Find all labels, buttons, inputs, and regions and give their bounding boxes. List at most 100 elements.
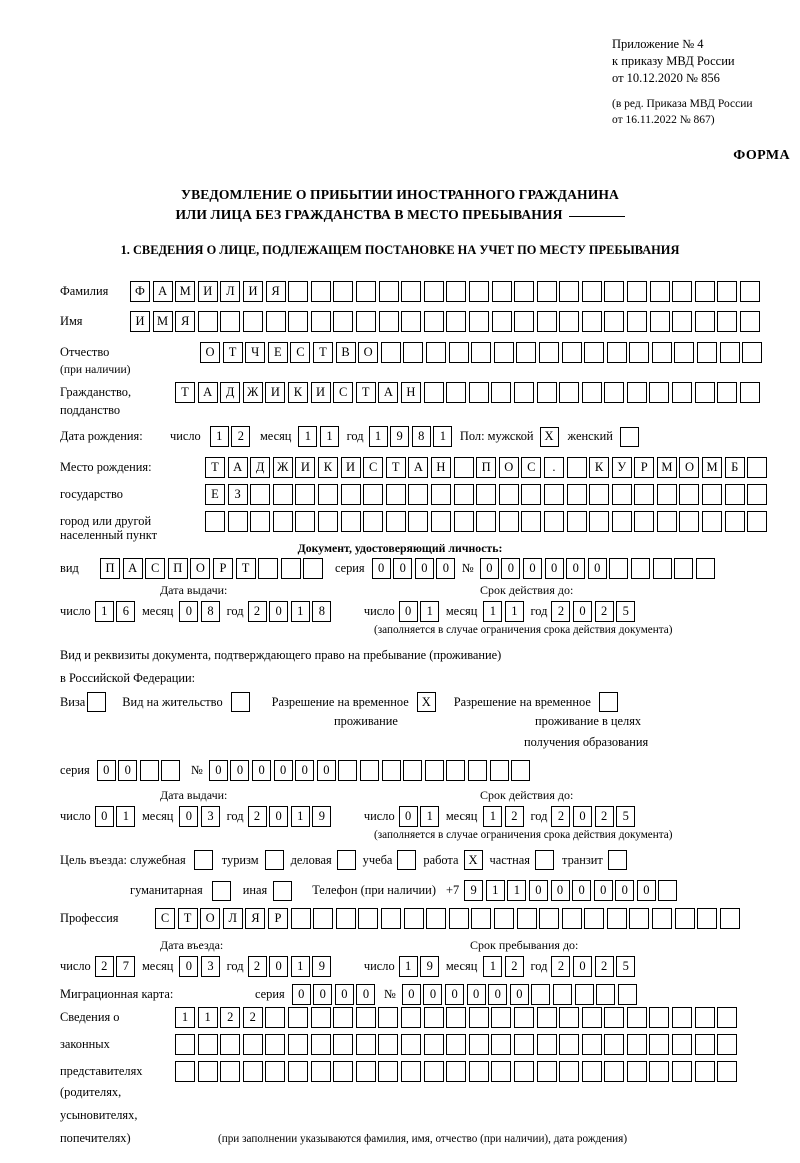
char-box[interactable] — [423, 281, 444, 302]
char-box[interactable] — [516, 342, 537, 363]
char-box[interactable]: 1 — [483, 806, 503, 827]
char-box[interactable]: 1 — [197, 1007, 218, 1028]
char-box[interactable]: 2 — [247, 806, 267, 827]
char-box[interactable]: 2 — [247, 956, 267, 977]
char-box[interactable] — [604, 1061, 625, 1082]
char-box[interactable] — [513, 1061, 534, 1082]
char-box[interactable] — [538, 342, 559, 363]
char-box[interactable]: 2 — [594, 806, 614, 827]
char-box[interactable]: 0 — [566, 558, 586, 579]
char-box[interactable] — [197, 1034, 218, 1055]
char-box[interactable]: 0 — [401, 984, 421, 1005]
char-box[interactable]: М — [152, 311, 173, 332]
char-box[interactable]: М — [702, 457, 723, 478]
char-box[interactable] — [717, 1034, 738, 1055]
char-box[interactable]: П — [167, 558, 188, 579]
char-box[interactable]: Н — [430, 457, 451, 478]
char-box[interactable] — [717, 1007, 738, 1028]
char-box[interactable]: Р — [212, 558, 233, 579]
char-box[interactable] — [446, 760, 466, 781]
char-box[interactable] — [694, 1061, 715, 1082]
char-box[interactable]: 3 — [201, 806, 221, 827]
char-box[interactable] — [446, 382, 467, 403]
char-box[interactable] — [290, 908, 311, 929]
char-box[interactable] — [724, 511, 745, 532]
char-box[interactable]: . — [543, 457, 564, 478]
char-box[interactable] — [694, 311, 715, 332]
char-box[interactable] — [272, 511, 293, 532]
char-box[interactable]: С — [363, 457, 384, 478]
char-box[interactable] — [658, 880, 678, 901]
char-box[interactable]: 0 — [208, 760, 228, 781]
char-box[interactable]: 0 — [295, 760, 315, 781]
char-box[interactable] — [468, 311, 489, 332]
char-box[interactable]: 0 — [398, 601, 418, 622]
char-box[interactable] — [287, 1061, 308, 1082]
char-box[interactable]: 0 — [334, 984, 354, 1005]
char-box[interactable] — [611, 484, 632, 505]
char-box[interactable] — [491, 1034, 512, 1055]
char-box[interactable] — [584, 908, 605, 929]
char-box[interactable] — [423, 382, 444, 403]
char-box[interactable]: 2 — [242, 1007, 263, 1028]
char-box[interactable]: З — [227, 484, 248, 505]
char-box[interactable]: Т — [205, 457, 225, 478]
char-box[interactable]: 1 — [368, 426, 388, 447]
char-box[interactable] — [598, 692, 618, 712]
char-box[interactable]: К — [589, 457, 610, 478]
char-box[interactable]: 8 — [312, 601, 332, 622]
char-box[interactable] — [363, 484, 384, 505]
char-box[interactable] — [649, 1061, 670, 1082]
char-box[interactable]: 0 — [544, 558, 564, 579]
char-box[interactable] — [476, 484, 497, 505]
char-box[interactable]: 5 — [616, 956, 636, 977]
char-box[interactable] — [694, 281, 715, 302]
char-box[interactable] — [468, 1007, 489, 1028]
char-box[interactable] — [626, 1061, 647, 1082]
char-box[interactable] — [536, 1034, 557, 1055]
char-box[interactable]: 1 — [420, 601, 440, 622]
char-box[interactable] — [531, 984, 551, 1005]
char-box[interactable] — [609, 558, 629, 579]
char-box[interactable] — [265, 311, 286, 332]
char-box[interactable] — [468, 1061, 489, 1082]
char-box[interactable]: А — [197, 382, 218, 403]
char-box[interactable] — [220, 1061, 241, 1082]
char-box[interactable] — [511, 760, 531, 781]
char-box[interactable] — [694, 382, 715, 403]
char-box[interactable] — [288, 281, 309, 302]
char-box[interactable] — [448, 908, 469, 929]
char-box[interactable]: 0 — [230, 760, 250, 781]
char-box[interactable]: 9 — [420, 956, 440, 977]
char-box[interactable] — [403, 760, 423, 781]
char-box[interactable] — [626, 1007, 647, 1028]
char-box[interactable] — [280, 558, 301, 579]
char-box[interactable] — [724, 484, 745, 505]
char-box[interactable]: 0 — [573, 806, 593, 827]
char-box[interactable] — [489, 760, 509, 781]
char-box[interactable]: 1 — [433, 426, 453, 447]
char-box[interactable] — [672, 1061, 693, 1082]
char-box[interactable] — [476, 511, 497, 532]
char-box[interactable] — [87, 692, 107, 712]
char-box[interactable] — [471, 342, 492, 363]
char-box[interactable] — [333, 1034, 354, 1055]
char-box[interactable] — [264, 850, 284, 870]
char-box[interactable]: Ф — [130, 281, 150, 302]
char-box[interactable]: М — [656, 457, 677, 478]
char-box[interactable] — [581, 1007, 602, 1028]
char-box[interactable] — [536, 1007, 557, 1028]
char-box[interactable]: 1 — [504, 601, 524, 622]
char-box[interactable] — [242, 1061, 263, 1082]
char-box[interactable] — [626, 1034, 647, 1055]
char-box[interactable] — [491, 382, 512, 403]
char-box[interactable]: В — [335, 342, 356, 363]
char-box[interactable] — [672, 311, 693, 332]
char-box[interactable] — [629, 908, 650, 929]
char-box[interactable] — [559, 311, 580, 332]
char-box[interactable] — [559, 382, 580, 403]
char-box[interactable] — [740, 311, 761, 332]
char-box[interactable]: П — [476, 457, 497, 478]
char-box[interactable] — [619, 426, 639, 447]
char-box[interactable] — [385, 484, 406, 505]
